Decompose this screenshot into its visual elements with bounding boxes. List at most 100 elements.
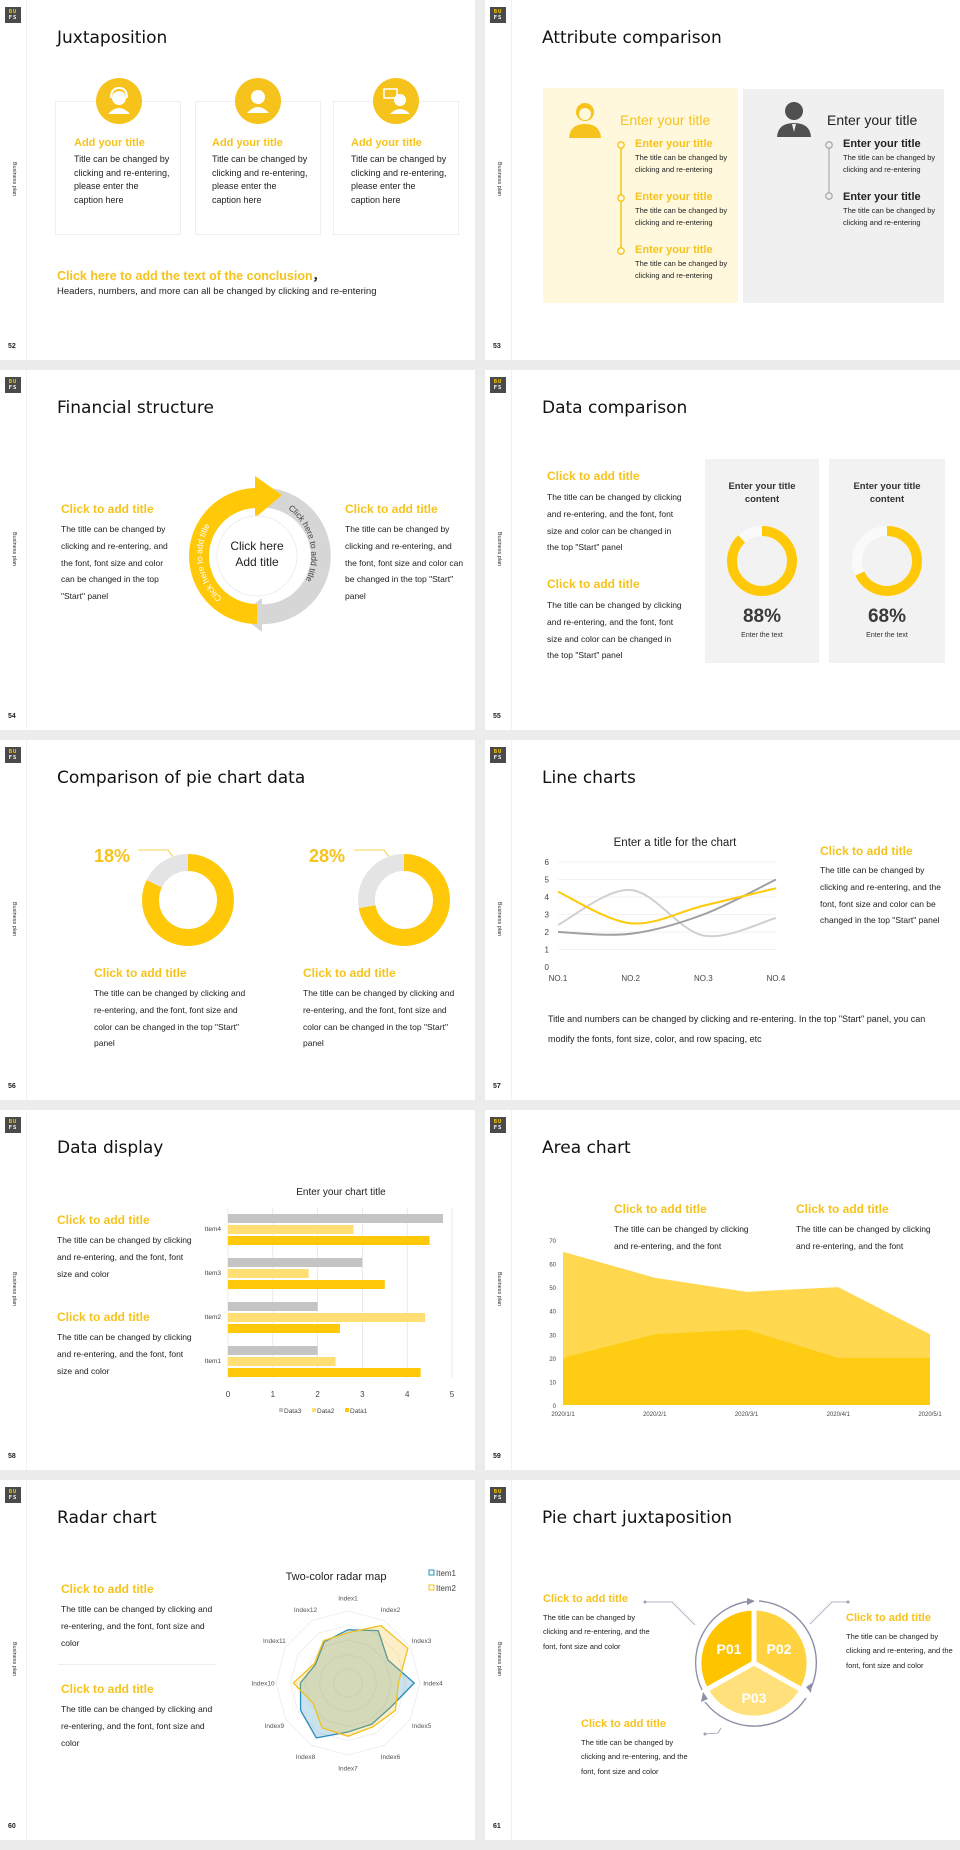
panel-heading[interactable]: Enter your title content — [728, 481, 796, 505]
card-title[interactable]: Add your title — [74, 137, 145, 149]
slide-58[interactable]: BU FS Business plan 58 Data display Click… — [0, 1110, 475, 1470]
slide-title[interactable]: Pie chart juxtaposition — [542, 1508, 733, 1528]
block-body[interactable]: The title can be changed by clicking and… — [614, 1224, 749, 1251]
block-body[interactable]: The title can be changed by clicking and… — [796, 1224, 931, 1251]
chart-note[interactable]: Title and numbers can be changed by clic… — [548, 1014, 926, 1044]
item-body[interactable]: The title can be changed by clicking and… — [635, 206, 728, 227]
item-title[interactable]: Enter your title — [843, 138, 921, 150]
card-body[interactable]: Title can be changed by clicking and re-… — [351, 154, 447, 205]
legend-swatch — [312, 1408, 316, 1412]
segmented-pie[interactable]: P01 P02 P03 — [485, 1480, 960, 1840]
legend-label: Item1 — [436, 1569, 457, 1578]
block-title[interactable]: Click to add title — [57, 1310, 150, 1324]
block-title[interactable]: Click to add title — [614, 1202, 707, 1216]
slide-55[interactable]: BU FS Business plan 55 Data comparison Cl… — [485, 370, 960, 730]
block-body[interactable]: The title can be changed by clicking and… — [61, 1704, 213, 1748]
cycle-diagram[interactable]: Click here to add title Click here to ad… — [0, 370, 475, 730]
conclusion-subtext[interactable]: Headers, numbers, and more can all be ch… — [57, 286, 377, 297]
bar — [228, 1357, 336, 1366]
right-title[interactable]: Click to add title — [345, 502, 438, 516]
radar-grid-ring — [304, 1639, 392, 1727]
block-title[interactable]: Click to add title — [303, 966, 396, 980]
block-body[interactable]: The title can be changed by clicking and… — [547, 600, 682, 661]
slide-54[interactable]: BU FS Business plan 54 Financial structur… — [0, 370, 475, 730]
block-body[interactable]: The title can be changed by clicking and… — [543, 1613, 650, 1651]
left-title[interactable]: Click to add title — [61, 502, 154, 516]
block-title[interactable]: Click to add title — [547, 577, 640, 591]
item-title[interactable]: Enter your title — [635, 191, 713, 203]
panel-heading[interactable]: Enter your title content — [853, 481, 921, 505]
block-title[interactable]: Click to add title — [796, 1202, 889, 1216]
slide-sidebar — [485, 740, 512, 1100]
side-title[interactable]: Click to add title — [820, 844, 913, 858]
side-body[interactable]: The title can be changed by clicking and… — [820, 865, 941, 926]
center-label-line1[interactable]: Click here — [230, 539, 284, 553]
y-tick-label: 60 — [549, 1263, 556, 1269]
block-body[interactable]: The title can be changed by clicking and… — [846, 1632, 953, 1670]
card-body[interactable]: Title can be changed by clicking and re-… — [74, 154, 170, 205]
card-title[interactable]: Add your title — [351, 137, 422, 149]
item-body[interactable]: The title can be changed by clicking and… — [635, 259, 728, 280]
block-title[interactable]: Click to add title — [543, 1593, 628, 1605]
slide-title[interactable]: Data display — [57, 1138, 164, 1158]
slide-title[interactable]: Area chart — [542, 1138, 631, 1158]
person-icon — [235, 78, 281, 124]
x-tick-label: NO.3 — [694, 974, 713, 983]
slide-title[interactable]: Line charts — [542, 768, 636, 788]
category-label: Item4 — [205, 1226, 222, 1233]
block-title[interactable]: Click to add title — [581, 1718, 666, 1730]
item-body[interactable]: The title can be changed by clicking and… — [843, 153, 936, 174]
slide-title[interactable]: Financial structure — [57, 398, 214, 418]
left-body[interactable]: The title can be changed by clicking and… — [61, 524, 168, 602]
x-tick-label: 4 — [405, 1390, 410, 1399]
item-title[interactable]: Enter your title — [635, 244, 713, 256]
donut-yellow-segment — [142, 854, 234, 946]
card-title[interactable]: Add your title — [212, 137, 283, 149]
block-body[interactable]: The title can be changed by clicking and… — [303, 988, 455, 1049]
block-body[interactable]: The title can be changed by clicking and… — [61, 1604, 213, 1648]
item-title[interactable]: Enter your title — [635, 138, 713, 150]
slide-52[interactable]: BU FS Business plan 52 Juxtaposition Add … — [0, 0, 475, 360]
block-title[interactable]: Click to add title — [547, 469, 640, 483]
center-label-line2[interactable]: Add title — [235, 555, 279, 569]
center-circle — [216, 515, 298, 597]
right-body[interactable]: The title can be changed by clicking and… — [345, 524, 464, 602]
block-title[interactable]: Click to add title — [94, 966, 187, 980]
bar — [228, 1214, 444, 1223]
slide-60[interactable]: BU FS Business plan 60 Radar chart Click … — [0, 1480, 475, 1840]
slice-p03[interactable] — [702, 1660, 806, 1721]
chart-title: Enter a title for the chart — [614, 837, 738, 849]
block-title[interactable]: Click to add title — [61, 1682, 154, 1696]
page-number: 58 — [8, 1453, 16, 1460]
slide-title[interactable]: Data comparison — [542, 398, 688, 418]
block-body[interactable]: The title can be changed by clicking and… — [57, 1332, 192, 1376]
card-body[interactable]: Title can be changed by clicking and re-… — [212, 154, 308, 205]
block-title[interactable]: Click to add title — [846, 1612, 931, 1624]
slice-label: P03 — [742, 1690, 767, 1706]
block-body[interactable]: The title can be changed by clicking and… — [547, 492, 682, 553]
slide-title[interactable]: Juxtaposition — [57, 28, 168, 48]
slide-title[interactable]: Radar chart — [57, 1508, 157, 1528]
percent-caption[interactable]: Enter the text — [741, 632, 783, 639]
block-title[interactable]: Click to add title — [57, 1213, 150, 1227]
slide-53[interactable]: BU FS Business plan 53 Attribute comparis… — [485, 0, 960, 360]
slide-59[interactable]: BU FS Business plan 59 Area chart 0 10 20 30… — [485, 1110, 960, 1470]
percent-caption[interactable]: Enter the text — [866, 632, 908, 639]
item-body[interactable]: The title can be changed by clicking and… — [843, 206, 936, 227]
legend-swatch — [428, 1569, 435, 1576]
right-heading[interactable]: Enter your title — [827, 112, 918, 128]
item-body[interactable]: The title can be changed by clicking and… — [635, 153, 728, 174]
slide-57[interactable]: BU FS Business plan 57 Line charts Enter … — [485, 740, 960, 1100]
block-body[interactable]: The title can be changed by clicking and… — [57, 1235, 192, 1279]
left-heading[interactable]: Enter your title — [620, 112, 711, 128]
conclusion-title[interactable]: Click here to add the text of the conclu… — [57, 269, 326, 283]
stat-panel — [705, 459, 819, 663]
slide-56[interactable]: BU FS Business plan 56 Comparison of pie … — [0, 740, 475, 1100]
block-body[interactable]: The title can be changed by clicking and… — [581, 1738, 688, 1776]
block-title[interactable]: Click to add title — [61, 1582, 154, 1596]
item-title[interactable]: Enter your title — [843, 191, 921, 203]
slide-title[interactable]: Comparison of pie chart data — [57, 768, 306, 788]
slide-61[interactable]: BU FS Business plan 61 Pie chart juxtapos… — [485, 1480, 960, 1840]
block-body[interactable]: The title can be changed by clicking and… — [94, 988, 246, 1049]
slide-title[interactable]: Attribute comparison — [542, 28, 722, 48]
